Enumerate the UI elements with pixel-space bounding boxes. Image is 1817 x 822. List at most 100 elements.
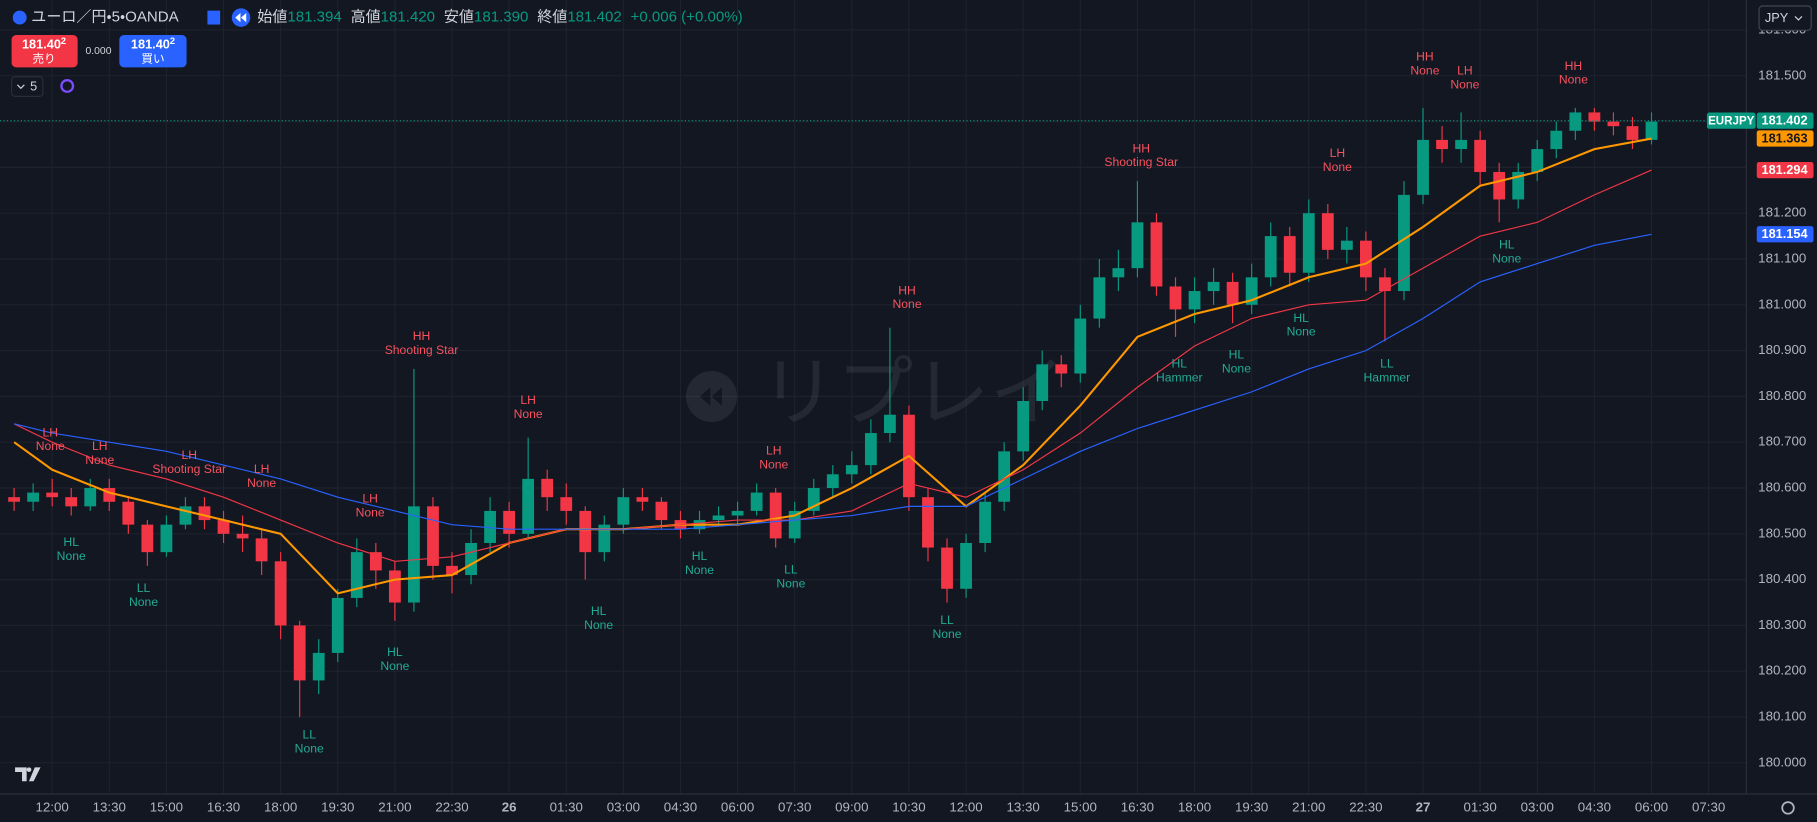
candle-body	[1017, 400, 1030, 452]
ma-line	[13, 137, 1652, 595]
ohlc-value: 181.394	[287, 9, 341, 26]
candle-body	[1379, 277, 1391, 292]
annotation-label: LH	[254, 462, 270, 476]
candle-body	[217, 520, 230, 534]
ohlc-value: 181.402	[567, 9, 621, 26]
settings-icon[interactable]	[1781, 801, 1795, 815]
plot-area	[0, 107, 1747, 718]
y-tick-label: 181.200	[1758, 205, 1806, 220]
annotation-pattern: Shooting Star	[152, 462, 226, 476]
annotation-pattern: None	[380, 659, 409, 673]
candle-body	[1436, 139, 1448, 150]
candle-body	[46, 492, 59, 498]
candle-body	[27, 492, 40, 502]
candle-body	[160, 524, 173, 553]
annotation-label: LL	[137, 581, 151, 595]
candle-body	[864, 433, 877, 466]
annotation-pattern: None	[1450, 77, 1479, 91]
candle-body	[636, 497, 649, 502]
x-tick-label: 18:00	[1178, 799, 1211, 814]
candle-body	[750, 492, 763, 511]
x-tick-label: 09:00	[835, 799, 868, 814]
moving-averages	[13, 137, 1652, 595]
interval-toggle[interactable]: 5	[11, 76, 44, 97]
x-tick-label: 19:30	[1235, 799, 1268, 814]
candle-body	[807, 488, 820, 511]
candle-body	[1074, 318, 1087, 374]
ma-line	[13, 169, 1652, 562]
annotation-pattern: None	[1323, 160, 1352, 174]
sell-button-bg[interactable]	[11, 34, 78, 68]
candle-body	[503, 510, 516, 534]
tv-logo[interactable]	[15, 767, 41, 782]
candle-body	[617, 497, 630, 525]
replay-icon[interactable]	[231, 8, 251, 27]
x-tick-label: 01:30	[1463, 799, 1496, 814]
replay-arrows	[235, 12, 247, 23]
x-tick-label: 15:00	[1064, 799, 1097, 814]
candle-body	[1093, 277, 1106, 319]
y-tick-label: 180.500	[1758, 525, 1806, 540]
annotation-label: LH	[92, 439, 108, 453]
y-tick-label: 180.100	[1758, 709, 1806, 724]
buy-label[interactable]: 買い	[141, 52, 164, 65]
spread: 0.000	[85, 46, 111, 57]
candle-body	[388, 570, 401, 603]
candle-body	[1626, 126, 1639, 140]
watermark-icon	[686, 371, 737, 423]
symbol-title[interactable]: ユーロ／円・5・OANDA	[31, 9, 178, 26]
sell-button[interactable]: 181.402 売り	[11, 34, 78, 68]
candle-body	[198, 506, 211, 521]
ohlc-value: 181.390	[474, 9, 528, 26]
candle-body	[1264, 236, 1277, 278]
candle-body	[845, 465, 858, 475]
candle-body	[1569, 112, 1582, 131]
x-tick-label: 27	[1416, 799, 1431, 814]
buy-button-bg[interactable]	[119, 34, 187, 68]
x-tick-label: 22:30	[1349, 799, 1382, 814]
candle-body	[655, 501, 668, 521]
interval-box[interactable]	[11, 76, 44, 97]
flag-icon[interactable]	[207, 10, 221, 25]
indicator-icon[interactable]	[60, 79, 75, 93]
candle-body	[1550, 130, 1563, 150]
candle-body	[103, 488, 116, 502]
annotation-pattern: None	[893, 297, 922, 311]
candle-body	[350, 552, 363, 598]
price-tags: 181.363 181.294 181.154 EURJPY 181.402	[1706, 112, 1814, 243]
y-tick-label: 181.100	[1758, 251, 1806, 266]
sell-label[interactable]: 売り	[32, 52, 55, 65]
y-tick-label: 180.900	[1758, 342, 1806, 357]
candle-body	[522, 478, 535, 534]
annotation-label: HL	[1172, 357, 1188, 371]
annotation-pattern: None	[36, 439, 65, 453]
annotation-label: LH	[1330, 146, 1346, 160]
candle-body	[788, 510, 801, 539]
annotation-label: LH	[520, 393, 536, 407]
annotation-pattern: None	[1492, 251, 1521, 265]
annotation-label: LH	[362, 492, 378, 506]
annotation-pattern: None	[247, 476, 276, 490]
interval[interactable]: 5	[30, 78, 37, 93]
candle-body	[369, 552, 382, 571]
currency[interactable]: JPY	[1765, 10, 1789, 25]
buy-price[interactable]: 181.402	[131, 36, 175, 51]
y-tick-label: 180.600	[1758, 480, 1806, 495]
candle-body	[541, 478, 554, 498]
annotation-label: LH	[42, 425, 58, 439]
candle-body	[1055, 364, 1068, 374]
candle-body	[1036, 364, 1049, 401]
annotation-pattern: None	[776, 577, 805, 591]
annotation-label: HL	[1293, 311, 1309, 325]
annotation-pattern: None	[295, 741, 324, 755]
time-axis: 12:00 13:30 15:00 16:30 18:00 19:30 21:00 22:30…	[36, 799, 1726, 814]
candle-body	[579, 510, 592, 553]
sell-price-sup: 2	[61, 36, 66, 46]
sell-price[interactable]: 181.402	[22, 36, 66, 51]
price-tag	[1756, 226, 1814, 243]
buy-button[interactable]: 181.402 買い	[119, 34, 187, 68]
y-tick-label: 180.800	[1758, 388, 1806, 403]
logo-shape	[15, 767, 41, 782]
currency-box[interactable]	[1758, 5, 1812, 31]
currency-select[interactable]: JPY	[1758, 5, 1812, 31]
